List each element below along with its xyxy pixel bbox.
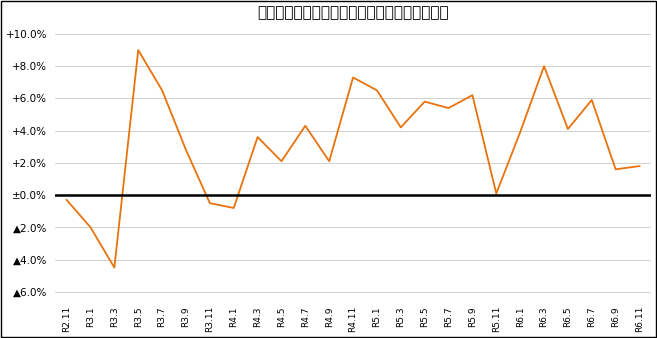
Title: 既存店ベース売上高・前年同月比増減率の推移: 既存店ベース売上高・前年同月比増減率の推移 bbox=[258, 5, 449, 21]
